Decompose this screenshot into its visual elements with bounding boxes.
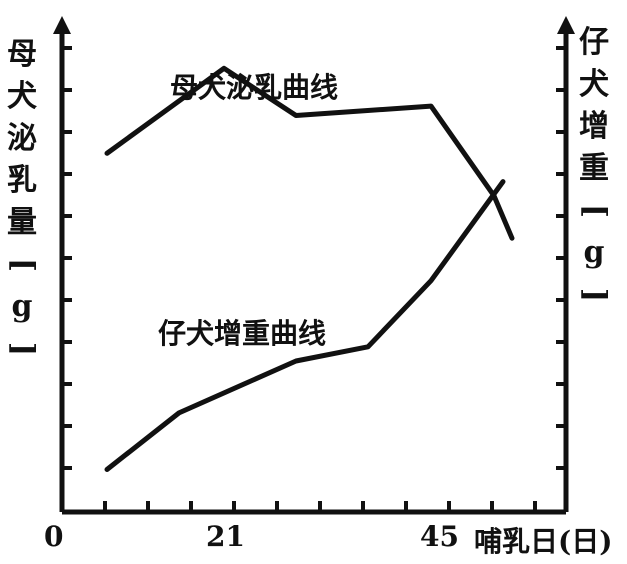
axes [53, 16, 575, 515]
x-tick-label-21: 21 [206, 520, 245, 553]
axis-label-glyph: [ [577, 203, 612, 219]
weight-gain-curve-label: 仔犬增重曲线 [158, 317, 327, 350]
right-y-axis-label: 仔犬增重 [ g] [574, 22, 614, 316]
axis-label-glyph: ] [577, 287, 612, 303]
axis-label-glyph: 量 [7, 205, 37, 240]
axis-label-glyph: g [11, 289, 33, 324]
milk-production-line [104, 65, 515, 241]
x-tick-label-45: 45 [420, 520, 459, 553]
left-y-axis-arrow [53, 16, 71, 34]
right-y-axis-arrow [557, 16, 575, 34]
axis-label-glyph: 重 [579, 151, 609, 186]
axis-label-glyph: [ [5, 257, 40, 273]
pup-weight-gain-line [104, 179, 506, 472]
axis-label-glyph: 增 [579, 109, 609, 144]
x-axis-label: 哺乳日(日) [474, 525, 613, 558]
series-layer [104, 65, 515, 472]
milk-curve-label: 母犬泌乳曲线 [170, 71, 339, 104]
x-tick-label-0: 0 [44, 520, 64, 553]
axis-label-glyph: 犬 [579, 67, 609, 102]
axis-label-glyph: 犬 [7, 79, 37, 114]
axis-label-glyph: 仔 [579, 25, 609, 60]
axis-label-glyph: g [583, 235, 605, 270]
axis-label-glyph: 母 [7, 37, 37, 72]
axis-label-glyph: ] [5, 341, 40, 357]
axis-label-glyph: 乳 [7, 163, 37, 198]
left-y-axis-label: 母犬泌乳量 [ g] [2, 34, 42, 370]
axis-label-glyph: 泌 [7, 121, 37, 156]
